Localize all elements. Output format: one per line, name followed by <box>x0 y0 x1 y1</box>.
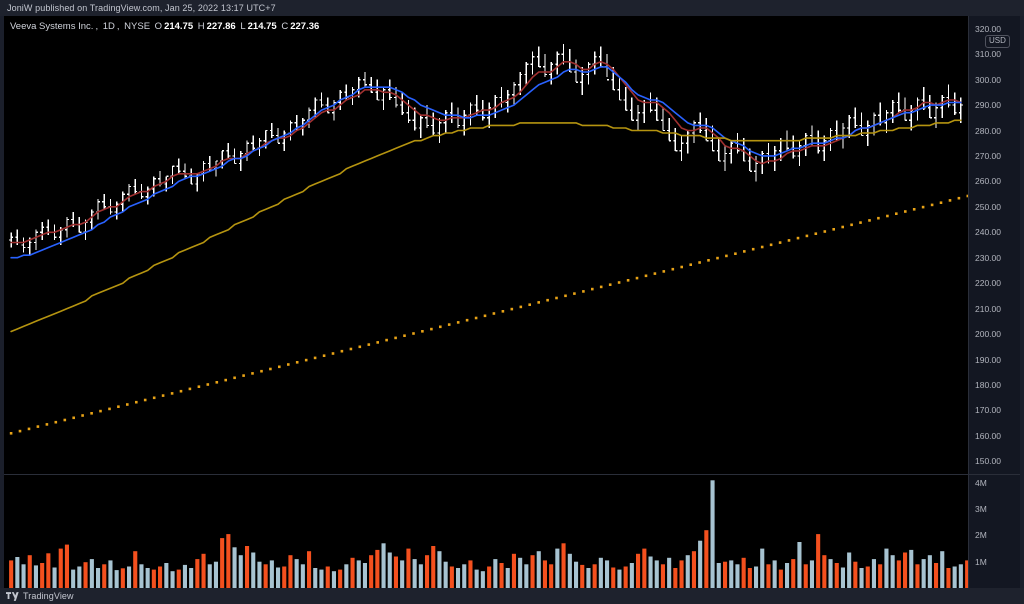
price-scale-tick: 220.00 <box>975 278 1001 289</box>
plot-area[interactable] <box>4 16 968 588</box>
price-scale-tick: 310.00 <box>975 49 1001 60</box>
currency-badge[interactable]: USD <box>985 35 1010 48</box>
price-scale-tick: 160.00 <box>975 430 1001 441</box>
pane-separator[interactable] <box>4 474 968 475</box>
volume-scale-tick: 1M <box>975 556 987 567</box>
volume-scale-tick: 3M <box>975 504 987 515</box>
price-scale[interactable]: USD 320.00 310.00 300.00 290.00 280.00 270.00… <box>968 16 1021 588</box>
price-scale-tick: 280.00 <box>975 125 1001 136</box>
volume-pane[interactable] <box>4 475 968 588</box>
price-scale-tick: 270.00 <box>975 150 1001 161</box>
volume-scale-tick: 2M <box>975 530 987 541</box>
right-edge-strip <box>1020 16 1024 604</box>
price-scale-tick: 290.00 <box>975 100 1001 111</box>
price-scale-tick: 260.00 <box>975 176 1001 187</box>
left-gutter <box>0 16 4 588</box>
tradingview-logo-text: TradingView <box>23 591 74 601</box>
tradingview-logo[interactable]: TradingView <box>0 591 74 601</box>
tradingview-logo-icon <box>6 591 19 601</box>
price-plot-svg <box>9 43 968 435</box>
price-scale-tick: 180.00 <box>975 379 1001 390</box>
chart-frame: Veeva Systems Inc., 1D, NYSE O 214.75 H 22… <box>0 16 1024 604</box>
scale-pane-separator <box>969 474 1021 475</box>
price-scale-tick: 210.00 <box>975 303 1001 314</box>
price-scale-tick: 150.00 <box>975 456 1001 467</box>
price-scale-tick: 300.00 <box>975 74 1001 85</box>
price-scale-tick: 240.00 <box>975 227 1001 238</box>
publisher-header-bar: JoniW published on TradingView.com, Jan … <box>0 0 1024 16</box>
price-scale-tick: 250.00 <box>975 201 1001 212</box>
bottom-watermark-bar: TradingView <box>0 588 1024 604</box>
price-scale-tick: 230.00 <box>975 252 1001 263</box>
price-pane[interactable] <box>4 16 968 474</box>
volume-scale-tick: 4M <box>975 477 987 488</box>
price-scale-tick: 200.00 <box>975 329 1001 340</box>
publisher-text: JoniW published on TradingView.com, Jan … <box>7 3 276 13</box>
price-scale-tick: 320.00 <box>975 23 1001 34</box>
price-scale-tick: 170.00 <box>975 405 1001 416</box>
price-scale-tick: 190.00 <box>975 354 1001 365</box>
volume-plot-svg <box>9 480 968 588</box>
